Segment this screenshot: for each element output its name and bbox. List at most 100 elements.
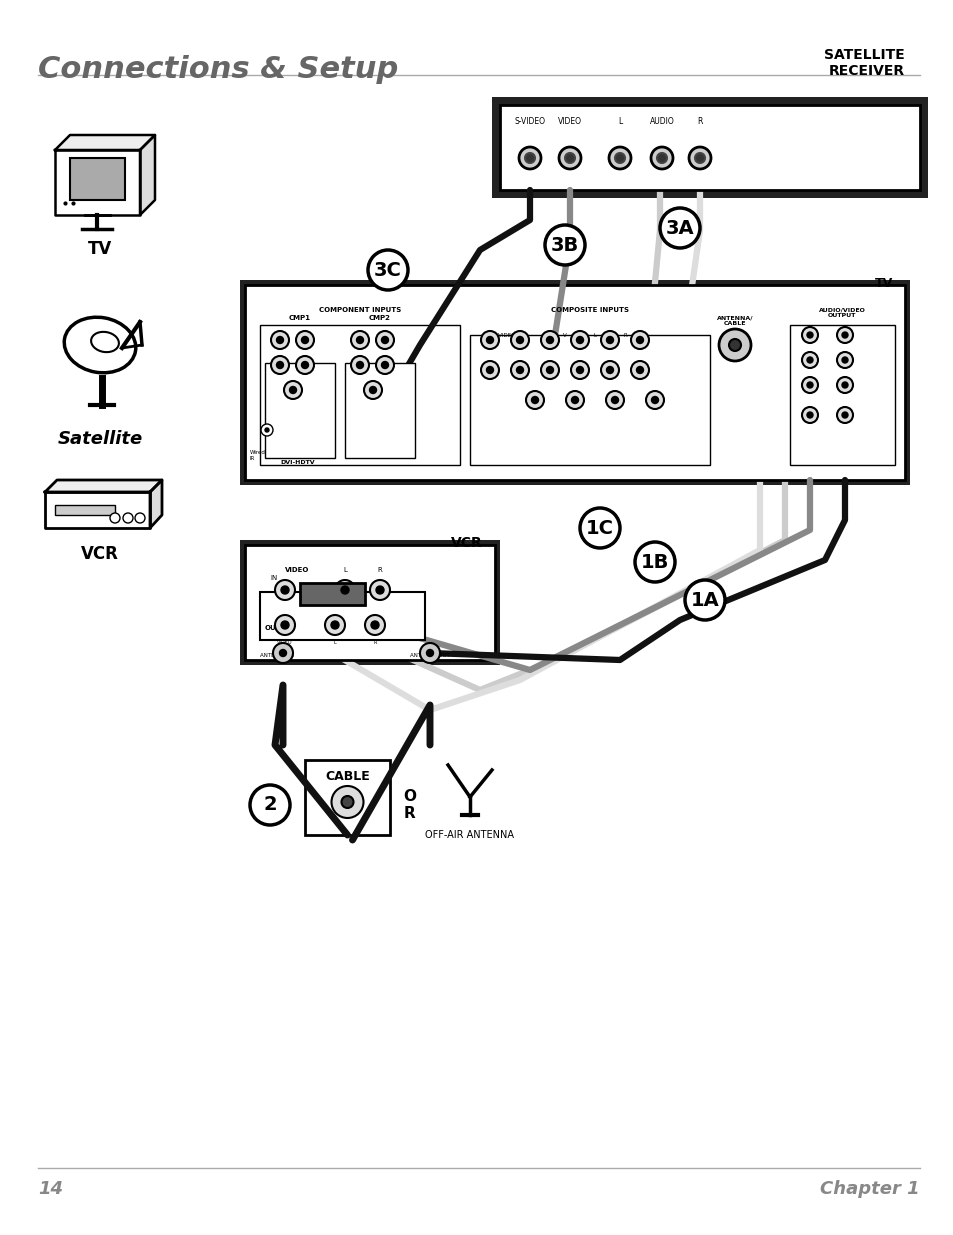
Text: 1A: 1A [690,590,719,610]
FancyBboxPatch shape [345,363,415,458]
Bar [70,158,125,200]
Circle shape [836,352,852,368]
Circle shape [540,331,558,350]
Circle shape [806,332,812,338]
Polygon shape [45,480,162,492]
Circle shape [261,424,273,436]
FancyBboxPatch shape [470,335,709,466]
Circle shape [836,408,852,424]
Text: 3B: 3B [550,236,578,254]
Circle shape [546,336,553,343]
Circle shape [576,336,583,343]
Circle shape [511,331,529,350]
Circle shape [511,361,529,379]
FancyBboxPatch shape [265,363,335,458]
Bar [245,545,495,659]
Text: S-VIDEO: S-VIDEO [514,117,545,126]
Circle shape [688,147,710,169]
Circle shape [531,396,537,404]
Text: ANTENNA IN: ANTENNA IN [260,653,294,658]
Circle shape [281,585,289,594]
Circle shape [516,336,523,343]
Circle shape [841,412,847,417]
Text: AUDIO: AUDIO [649,117,674,126]
Circle shape [571,361,588,379]
Text: DVI-HDTV: DVI-HDTV [280,459,314,466]
Polygon shape [45,492,150,529]
Circle shape [375,356,394,374]
Circle shape [719,329,750,361]
Polygon shape [55,135,154,149]
Circle shape [650,147,672,169]
Circle shape [381,362,388,368]
Circle shape [630,331,648,350]
Circle shape [841,332,847,338]
Circle shape [806,412,812,417]
Circle shape [250,785,290,825]
Text: O
R: O R [403,789,416,821]
Circle shape [356,362,363,368]
Circle shape [571,396,578,404]
Text: Satellite: Satellite [57,430,143,448]
Text: 14: 14 [38,1179,63,1198]
Polygon shape [55,149,140,215]
Circle shape [836,377,852,393]
Text: VCR: VCR [451,536,482,550]
Bar [299,583,365,605]
Circle shape [369,387,376,394]
Text: OUT: OUT [265,625,281,631]
Circle shape [331,621,338,629]
Circle shape [289,387,296,394]
Text: R: R [373,640,376,645]
Circle shape [841,382,847,388]
Text: ANTENNA/
CABLE: ANTENNA/ CABLE [716,315,753,326]
Circle shape [340,585,349,594]
Text: VIDEO: VIDEO [558,117,581,126]
FancyBboxPatch shape [260,325,459,466]
Circle shape [273,643,293,663]
Circle shape [284,382,302,399]
Circle shape [381,336,388,343]
Circle shape [368,249,408,290]
Text: L: L [343,567,347,573]
Circle shape [274,615,294,635]
Circle shape [630,361,648,379]
Circle shape [565,391,583,409]
Circle shape [651,396,658,404]
Circle shape [544,225,584,266]
Circle shape [516,367,523,373]
Text: IN: IN [270,576,277,580]
Circle shape [486,336,493,343]
Circle shape [276,336,283,343]
Bar [260,592,424,640]
Text: R: R [622,333,626,338]
Text: R: R [377,567,382,573]
Circle shape [365,615,385,635]
Circle shape [135,513,145,522]
Circle shape [636,336,643,343]
Text: CABLE: CABLE [325,769,370,783]
Circle shape [608,147,630,169]
Text: L: L [334,640,336,645]
Circle shape [265,429,269,432]
Circle shape [657,153,666,163]
Text: VCR: VCR [81,545,119,563]
Circle shape [605,391,623,409]
Circle shape [801,352,817,368]
Circle shape [271,331,289,350]
Text: 3A: 3A [665,219,694,237]
Circle shape [836,327,852,343]
Circle shape [579,508,619,548]
Text: VIDEO: VIDEO [277,640,293,645]
Circle shape [635,542,675,582]
Circle shape [645,391,663,409]
Circle shape [600,331,618,350]
Circle shape [335,580,355,600]
Circle shape [301,336,308,343]
Circle shape [356,336,363,343]
Text: COMPOSITE INPUTS: COMPOSITE INPUTS [551,308,628,312]
Circle shape [806,357,812,363]
Circle shape [611,396,618,404]
Text: VIDEO: VIDEO [285,567,309,573]
Text: TV: TV [88,240,112,258]
